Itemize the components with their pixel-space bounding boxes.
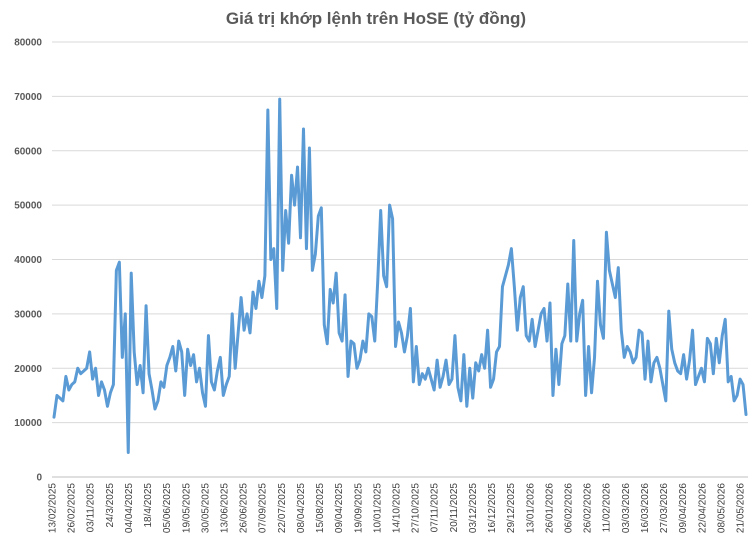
x-tick-label: 27/10/2025 <box>411 483 422 533</box>
x-tick-label: 08/05/2026 <box>716 483 727 533</box>
x-tick-label: 26/02/2026 <box>583 483 594 533</box>
x-tick-label: 29/12/2025 <box>506 483 517 533</box>
x-tick-label: 19/05/2025 <box>181 483 192 533</box>
x-tick-label: 03/03/2026 <box>621 483 632 533</box>
series-line-0 <box>52 97 748 455</box>
y-tick-label: 80000 <box>14 38 42 49</box>
y-axis-ticks: 0 10000 20000 30000 40000 50000 60000 70000 8000… <box>14 38 42 484</box>
x-tick-label: 19/09/2025 <box>353 483 364 533</box>
x-tick-label: 09/04/2026 <box>678 483 689 533</box>
x-tick-label: 16/03/2026 <box>640 483 651 533</box>
x-tick-label: 21/05/2026 <box>736 483 747 533</box>
x-tick-label: 26/02/2025 <box>67 483 78 533</box>
y-tick-label: 40000 <box>14 255 42 266</box>
x-tick-label: 20/11/2025 <box>449 483 460 533</box>
x-tick-label: 09/04/2025 <box>334 483 345 533</box>
x-tick-label: 06/02/2026 <box>564 483 575 533</box>
x-tick-label: 13/06/2025 <box>220 483 231 533</box>
x-tick-label: 22/04/2026 <box>697 483 708 533</box>
x-axis-ticks: 13/02/2025 26/02/2025 03/11/2025 24/3/2025 0… <box>48 483 747 533</box>
x-tick-label: 27/03/2026 <box>659 483 670 533</box>
x-tick-label: 07/11/2025 <box>430 483 441 533</box>
x-tick-label: 26/01/2026 <box>544 483 555 533</box>
x-tick-label: 05/06/2025 <box>162 483 173 533</box>
x-tick-label: 13/02/2025 <box>48 483 59 533</box>
x-tick-label: 26/06/2025 <box>239 483 250 533</box>
x-tick-label: 22/07/2025 <box>277 483 288 533</box>
y-tick-label: 20000 <box>14 364 42 375</box>
x-tick-label: 15/08/2025 <box>315 483 326 533</box>
x-tick-label: 24/3/2025 <box>105 483 116 528</box>
x-tick-label: 03/11/2025 <box>86 483 97 533</box>
series-layer <box>52 97 748 455</box>
x-tick-label: 04/04/2025 <box>124 483 135 533</box>
y-tick-label: 0 <box>36 473 42 484</box>
chart-title: Giá trị khớp lệnh trên HoSE (tỷ đồng) <box>226 9 526 28</box>
x-tick-label: 03/12/2025 <box>468 483 479 533</box>
gridlines <box>52 41 748 478</box>
x-tick-label: 07/09/2025 <box>258 483 269 533</box>
y-tick-label: 60000 <box>14 146 42 157</box>
x-tick-label: 10/01/2025 <box>372 483 383 533</box>
x-tick-label: 08/04/2025 <box>296 483 307 533</box>
y-tick-label: 10000 <box>14 418 42 429</box>
x-tick-label: 14/10/2025 <box>392 483 403 533</box>
y-tick-label: 50000 <box>14 201 42 212</box>
x-tick-label: 18/4/2025 <box>143 483 154 528</box>
x-tick-label: 16/12/2025 <box>487 483 498 533</box>
x-tick-label: 30/05/2025 <box>200 483 211 533</box>
y-tick-label: 70000 <box>14 92 42 103</box>
x-tick-label: 13/01/2026 <box>525 483 536 533</box>
y-tick-label: 30000 <box>14 309 42 320</box>
x-tick-label: 11/02/2026 <box>602 483 613 533</box>
